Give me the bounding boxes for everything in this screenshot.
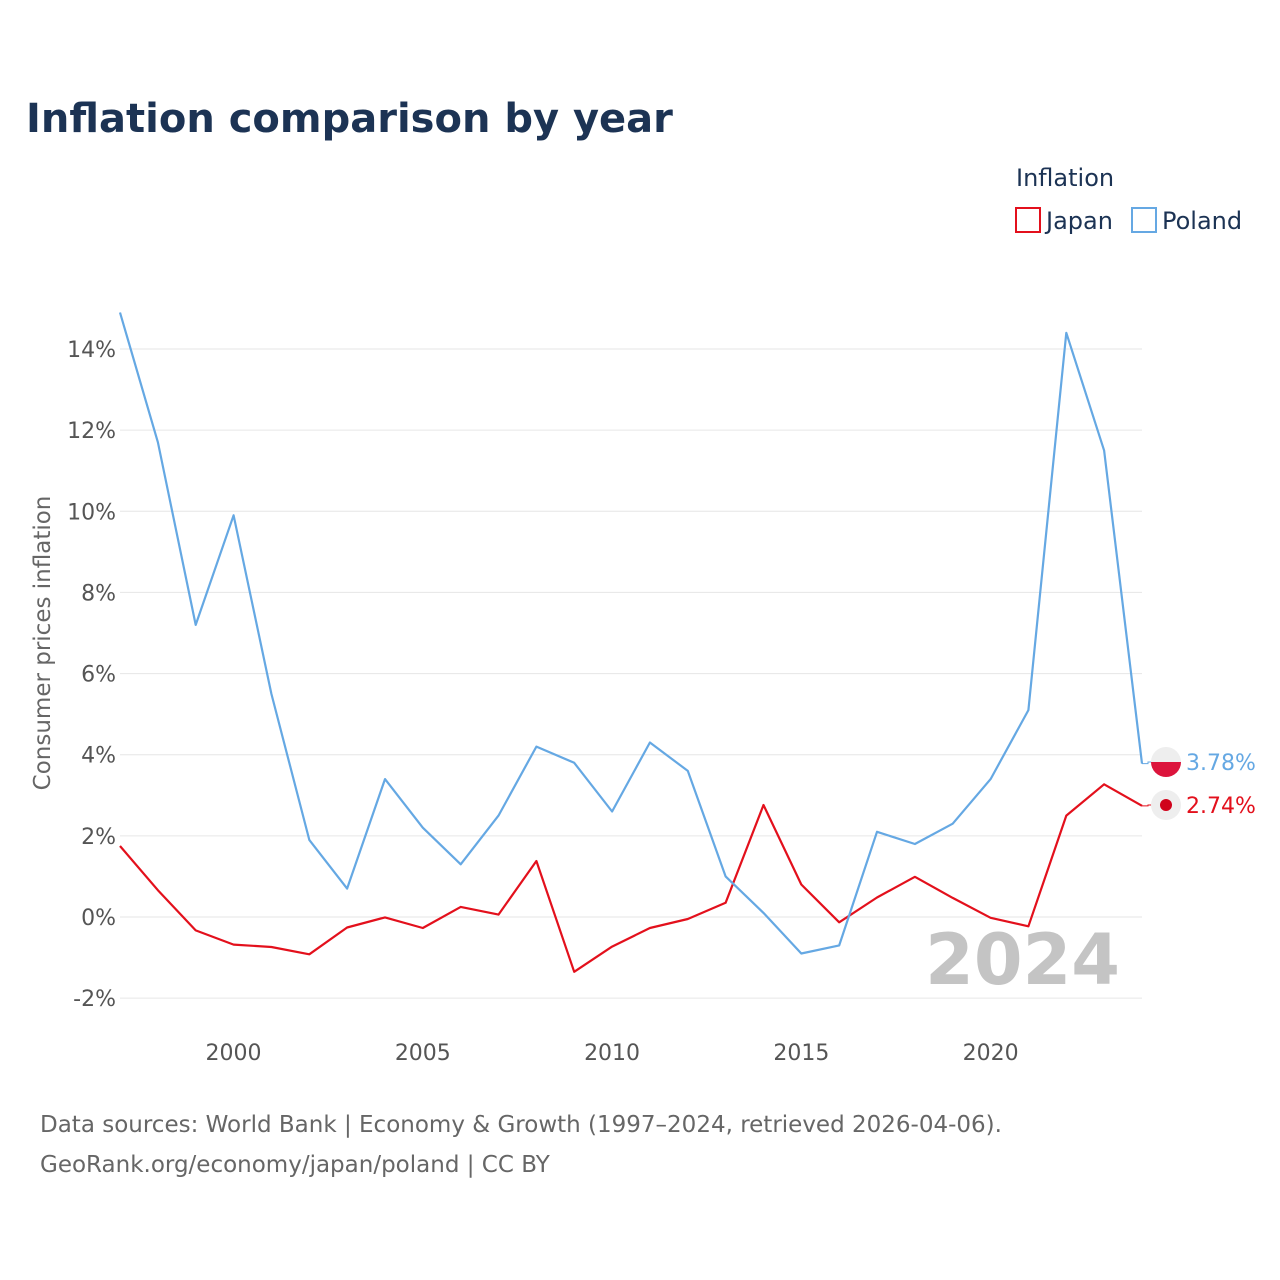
end-connector-japan xyxy=(1142,804,1152,807)
end-value-label-poland: 3.78% xyxy=(1186,751,1256,776)
legend-label-poland: Poland xyxy=(1162,207,1242,235)
series-lines xyxy=(118,312,1144,973)
y-tick-label: 12% xyxy=(67,419,116,444)
gridlines xyxy=(120,348,1142,999)
y-tick-label: 2% xyxy=(81,825,116,850)
x-tick-label: 2010 xyxy=(584,1041,640,1066)
y-tick-label: 6% xyxy=(81,663,116,688)
legend-item-japan[interactable]: Japan xyxy=(1015,207,1113,235)
y-tick-label: 14% xyxy=(67,338,116,363)
y-tick-label: 4% xyxy=(81,744,116,769)
y-axis-label: Consumer prices inflation xyxy=(30,496,56,791)
y-tick-label: 10% xyxy=(67,500,116,525)
source-line-1: Data sources: World Bank | Economy & Gro… xyxy=(40,1112,1002,1138)
series-line-japan[interactable] xyxy=(119,783,1143,973)
legend: Inflation Japan Poland xyxy=(1015,164,1242,235)
year-watermark: 2024 xyxy=(925,919,1120,1001)
legend-title: Inflation xyxy=(1016,164,1114,192)
legend-label-japan: Japan xyxy=(1044,207,1113,235)
x-tick-label: 2015 xyxy=(773,1041,829,1066)
x-tick-label: 2005 xyxy=(395,1041,451,1066)
x-tick-label: 2020 xyxy=(963,1041,1019,1066)
y-tick-label: -2% xyxy=(73,987,116,1012)
flag-icon-japan xyxy=(1160,799,1172,811)
end-markers: 2.74% 3.78% xyxy=(1142,747,1256,820)
end-value-label-japan: 2.74% xyxy=(1186,794,1256,819)
legend-swatch-poland xyxy=(1131,207,1157,233)
legend-swatch-japan xyxy=(1015,207,1041,233)
flag-icon-poland xyxy=(1151,762,1181,777)
source-line-2: GeoRank.org/economy/japan/poland | CC BY xyxy=(40,1152,551,1178)
chart-title: Inflation comparison by year xyxy=(26,96,673,142)
end-connector-poland xyxy=(1142,761,1152,765)
legend-item-poland[interactable]: Poland xyxy=(1131,207,1242,235)
y-axis-ticks: -2% 0% 2% 4% 6% 8% 10% 12% 14% xyxy=(67,338,116,1012)
series-line-poland[interactable] xyxy=(118,312,1144,955)
y-tick-label: 8% xyxy=(81,581,116,606)
x-tick-label: 2000 xyxy=(206,1041,262,1066)
y-tick-label: 0% xyxy=(81,906,116,931)
x-axis-ticks: 2000 2005 2010 2015 2020 xyxy=(206,1041,1019,1066)
